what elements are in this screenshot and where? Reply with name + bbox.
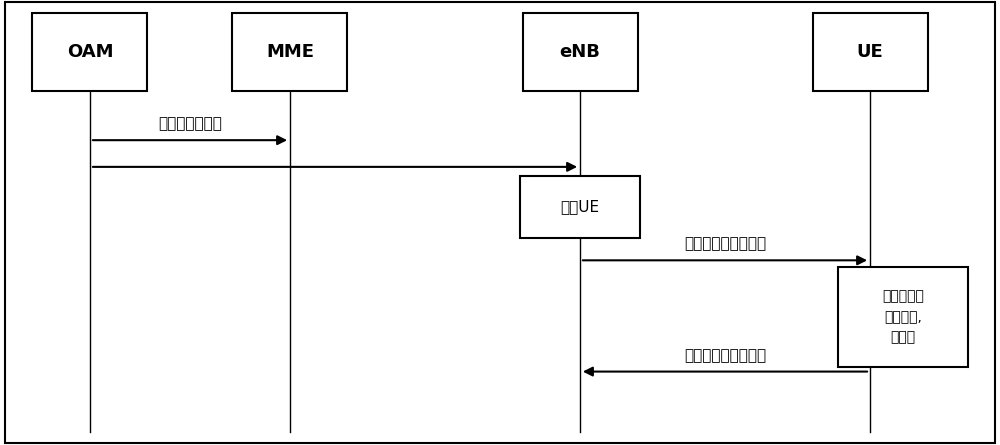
Bar — [32, 13, 147, 91]
Text: 执行最小化
路测测量,
及上报: 执行最小化 路测测量, 及上报 — [882, 289, 924, 345]
Text: 最小化路测测量上报: 最小化路测测量上报 — [684, 348, 766, 363]
Bar — [520, 176, 640, 238]
Text: 选择UE: 选择UE — [560, 199, 600, 214]
Bar — [812, 13, 928, 91]
Bar — [232, 13, 348, 91]
Bar — [838, 267, 968, 367]
Text: UE: UE — [857, 43, 883, 61]
Bar — [522, 13, 638, 91]
Text: 最小化路测激活: 最小化路测激活 — [158, 116, 222, 131]
Text: eNB: eNB — [560, 43, 600, 61]
Text: OAM: OAM — [67, 43, 113, 61]
Text: MME: MME — [266, 43, 314, 61]
Text: 最小化路测配置信息: 最小化路测配置信息 — [684, 236, 766, 251]
